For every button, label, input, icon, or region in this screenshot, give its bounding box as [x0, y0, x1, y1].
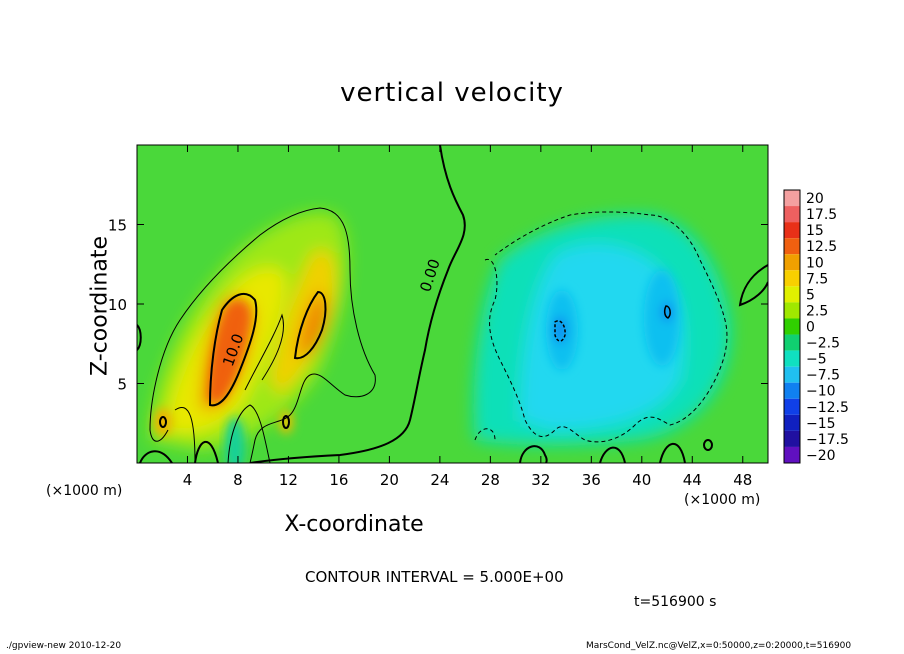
colorbar-swatch [784, 238, 800, 255]
colorbar: 2017.51512.5107.552.50−2.5−5−7.5−10−12.5… [783, 189, 849, 464]
footer-left: ./gpview-new 2010-12-20 [6, 641, 122, 651]
colorbar-swatch [784, 334, 800, 351]
x-tick-label: 44 [683, 471, 702, 489]
x-tick-label: 40 [632, 471, 651, 489]
colorbar-label: 7.5 [806, 271, 828, 287]
colorbar-swatch [784, 206, 800, 223]
colorbar-label: 10 [806, 255, 824, 271]
colorbar-label: −15 [806, 416, 836, 432]
colorbar-label: −7.5 [806, 368, 840, 384]
x-tick-label: 48 [733, 471, 752, 489]
y-tick-label: 10 [108, 296, 127, 314]
x-tick-label: 8 [233, 471, 243, 489]
colorbar-label: 0 [806, 320, 815, 336]
colorbar-swatch [784, 350, 800, 367]
colorbar-swatch [784, 446, 800, 463]
colorbar-swatch [784, 254, 800, 271]
colorbar-frame [783, 189, 801, 464]
footer-right: MarsCond_VelZ.nc@VelZ,x=0:50000,z=0:2000… [586, 641, 852, 651]
colorbar-label: −10 [806, 384, 836, 400]
x-tick-label: 36 [582, 471, 601, 489]
y-axis-label: Z-coordinate [87, 236, 113, 376]
colorbar-label: 20 [806, 191, 824, 207]
colorbar-swatch [784, 366, 800, 383]
colorbar-label: −17.5 [806, 432, 849, 448]
colorbar-swatch [784, 382, 800, 399]
x-tick-label: 24 [430, 471, 449, 489]
x-tick-label: 32 [531, 471, 550, 489]
colorbar-label: 12.5 [806, 239, 837, 255]
colorbar-label: −20 [806, 448, 836, 464]
colorbar-label: 5 [806, 287, 815, 303]
colorbar-swatch [784, 270, 800, 287]
x-unit-label-right: (×1000 m) [684, 492, 761, 508]
y-tick-label: 5 [117, 376, 127, 394]
colorbar-label: 15 [806, 223, 824, 239]
y-tick-label: 15 [108, 217, 127, 235]
x-unit-label-left: (×1000 m) [46, 483, 123, 499]
x-axis-label: X-coordinate [284, 512, 424, 537]
colorbar-label: 17.5 [806, 207, 837, 223]
colorbar-swatch [784, 430, 800, 447]
colorbar-swatch [784, 302, 800, 319]
y-axis: 5 10 15 [108, 217, 768, 394]
x-tick-label: 16 [329, 471, 348, 489]
x-tick-label: 28 [481, 471, 500, 489]
colorbar-swatch [784, 398, 800, 415]
x-tick-label: 12 [279, 471, 298, 489]
colorbar-swatch [784, 318, 800, 335]
colorbar-label: −2.5 [806, 336, 840, 352]
chart-title: vertical velocity [340, 78, 564, 108]
colorbar-swatch [784, 222, 800, 239]
x-axis: 4 8 12 16 20 24 28 32 36 40 44 48 [183, 145, 752, 489]
velocity-field [137, 145, 768, 463]
colorbar-swatch [784, 190, 800, 207]
colorbar-label: −12.5 [806, 400, 849, 416]
colorbar-swatch [784, 414, 800, 431]
contour-interval-label: CONTOUR INTERVAL = 5.000E+00 [305, 568, 564, 586]
colorbar-label: 2.5 [806, 303, 828, 319]
x-tick-label: 4 [183, 471, 193, 489]
time-label: t=516900 s [634, 594, 717, 610]
colorbar-swatch [784, 286, 800, 303]
colorbar-label: −5 [806, 352, 827, 368]
x-tick-label: 20 [380, 471, 399, 489]
